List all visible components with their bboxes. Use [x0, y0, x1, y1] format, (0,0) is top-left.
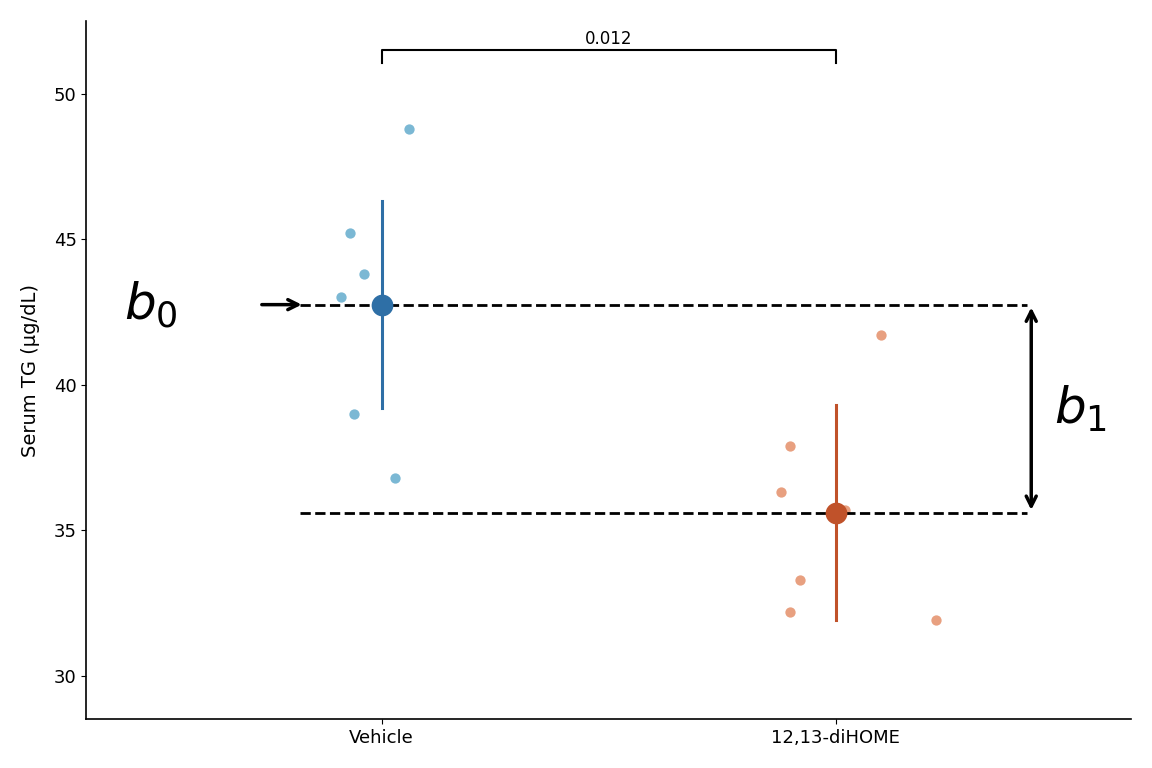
Point: [372, 299, 391, 311]
Point: [827, 507, 846, 519]
Point: [772, 486, 790, 498]
Point: [926, 614, 945, 627]
Point: [872, 329, 890, 341]
Point: [332, 291, 350, 303]
Point: [386, 472, 404, 484]
Point: [400, 122, 418, 134]
Y-axis label: Serum TG (µg/dL): Serum TG (µg/dL): [21, 283, 40, 457]
Text: $b_1$: $b_1$: [1054, 384, 1107, 434]
Point: [836, 504, 855, 516]
Point: [346, 408, 364, 420]
Point: [355, 268, 373, 280]
Point: [341, 227, 359, 240]
Text: 0.012: 0.012: [585, 31, 632, 48]
Text: $b_0$: $b_0$: [123, 280, 177, 329]
Point: [781, 439, 799, 452]
Point: [790, 574, 809, 586]
Point: [781, 606, 799, 618]
